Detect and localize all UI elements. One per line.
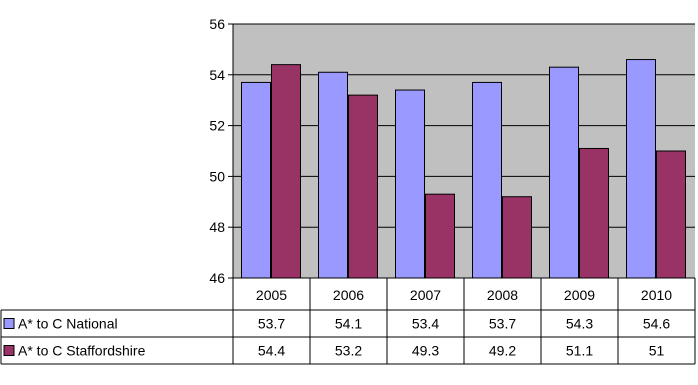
- legend-label: A* to C Staffordshire: [18, 343, 146, 359]
- y-axis-ticks: 46 48 50 52 54 56: [209, 16, 234, 286]
- category-label: 2005: [256, 287, 287, 303]
- category-label: 2010: [641, 287, 672, 303]
- bar-national-2008: [472, 81, 502, 279]
- bar-staffordshire-2007: [425, 193, 455, 279]
- legend-label: A* to C National: [18, 316, 118, 332]
- table-cell: 53.2: [335, 343, 362, 359]
- legend-key: [3, 345, 15, 356]
- table-cell: 49.3: [412, 343, 439, 359]
- y-tick-label: 54: [209, 67, 225, 83]
- table-cell: 54.4: [258, 343, 285, 359]
- category-label: 2008: [487, 287, 518, 303]
- bar-staffordshire-2005: [271, 64, 301, 279]
- table-cell: 54.6: [643, 316, 670, 332]
- bar-staffordshire-2006: [348, 94, 378, 279]
- bar-national-2006: [318, 71, 348, 279]
- legend-key: [3, 318, 15, 329]
- table-cell: 54.1: [335, 316, 362, 332]
- y-tick-label: 56: [209, 16, 225, 32]
- category-label: 2009: [564, 287, 595, 303]
- bars: [241, 59, 686, 279]
- table-cell: 49.2: [489, 343, 516, 359]
- y-tick-label: 46: [209, 270, 225, 286]
- bar-national-2005: [241, 81, 271, 279]
- y-tick-label: 50: [209, 168, 225, 184]
- plot-area: [233, 24, 695, 278]
- table-cell: 53.7: [258, 316, 285, 332]
- category-label: 2007: [410, 287, 441, 303]
- y-tick-label: 52: [209, 118, 225, 134]
- table-cell: 53.4: [412, 316, 439, 332]
- y-tick-label: 48: [209, 219, 225, 235]
- bar-staffordshire-2009: [579, 147, 609, 279]
- data-table: 2005 2006 2007 2008 2009 2010 A* to C National…: [0, 277, 696, 365]
- category-label: 2006: [333, 287, 364, 303]
- table-cell: 51.1: [566, 343, 593, 359]
- bar-staffordshire-2010: [656, 150, 686, 279]
- bar-staffordshire-2008: [502, 196, 532, 279]
- table-cell: 51: [649, 343, 665, 359]
- bar-national-2009: [549, 66, 579, 279]
- table-cell: 53.7: [489, 316, 516, 332]
- table-cell: 54.3: [566, 316, 593, 332]
- bar-national-2007: [395, 89, 425, 279]
- bar-national-2010: [626, 59, 656, 279]
